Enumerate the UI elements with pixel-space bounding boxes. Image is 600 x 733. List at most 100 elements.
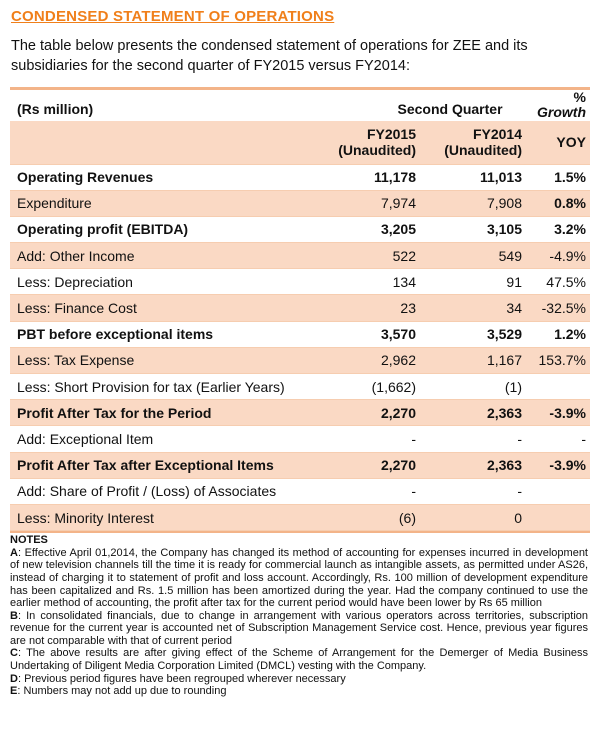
row-label: Profit After Tax after Exceptional Items	[10, 452, 316, 479]
fy2014-year: FY2014	[472, 126, 522, 143]
fy2015-value: 2,270	[316, 399, 422, 427]
fy2015-value: 7,974	[316, 190, 422, 217]
growth-value: -3.9%	[528, 452, 590, 479]
growth-value: 1.5%	[528, 164, 590, 191]
table-row: PBT before exceptional items 3,570 3,529 1.…	[10, 321, 590, 348]
table-row: Less: Short Provision for tax (Earlier Y…	[10, 373, 590, 401]
fy2014-value: (1)	[422, 373, 528, 401]
growth-value	[528, 504, 590, 532]
fy2014-value: 1,167	[422, 347, 528, 375]
header-row-2: FY2015 (Unaudited) FY2014 (Unaudited) YO…	[10, 121, 590, 165]
table-row: Less: Minority Interest (6) 0	[10, 504, 590, 532]
note-key: D	[10, 672, 18, 685]
note-text: : In consolidated financials, due to cha…	[10, 609, 588, 647]
row-label: Less: Finance Cost	[10, 294, 316, 322]
table-row: Operating profit (EBITDA) 3,205 3,105 3.2%	[10, 216, 590, 244]
row-label: Operating profit (EBITDA)	[10, 216, 316, 244]
fy2014-value: 2,363	[422, 399, 528, 427]
growth-value: 1.2%	[528, 321, 590, 348]
row-label: Expenditure	[10, 190, 316, 217]
growth-value	[528, 478, 590, 505]
growth-label: Growth	[537, 104, 586, 120]
table-row: Add: Share of Profit / (Loss) of Associa…	[10, 478, 590, 505]
operations-table: (Rs million) Second Quarter % Growth FY2…	[10, 90, 590, 532]
fy2015-value: 2,962	[316, 347, 422, 375]
table-row: Less: Tax Expense 2,962 1,167 153.7%	[10, 347, 590, 375]
table-bottom-rule	[10, 531, 590, 534]
table-row: Profit After Tax after Exceptional Items…	[10, 452, 590, 479]
table-row: Operating Revenues 11,178 11,013 1.5%	[10, 164, 590, 191]
row-label: Less: Depreciation	[10, 268, 316, 296]
notes-section: NOTES A: Effective April 01,2014, the Co…	[10, 534, 590, 698]
section-title: CONDENSED STATEMENT OF OPERATIONS	[11, 8, 335, 25]
fy2015-value: 2,270	[316, 452, 422, 479]
note-key: C	[10, 647, 18, 660]
row-label: Add: Exceptional Item	[10, 425, 316, 453]
header-row-1: (Rs million) Second Quarter % Growth	[10, 90, 590, 121]
intro-paragraph: The table below presents the condensed s…	[11, 38, 528, 74]
note-text: : Numbers may not add up due to rounding	[17, 685, 227, 698]
table-top-rule	[10, 87, 590, 90]
fy2014-header: FY2014 (Unaudited)	[422, 121, 528, 165]
notes-list: A: Effective April 01,2014, the Company …	[10, 547, 588, 698]
growth-value: 47.5%	[528, 268, 590, 296]
note-key: B	[10, 609, 18, 622]
fy2014-value: 11,013	[422, 164, 528, 191]
row-label: PBT before exceptional items	[10, 321, 316, 348]
table-row: Add: Exceptional Item - - -	[10, 425, 590, 453]
fy2015-value: 23	[316, 294, 422, 322]
period-label: Second Quarter	[397, 101, 503, 117]
note-item: A: Effective April 01,2014, the Company …	[10, 547, 588, 610]
fy2015-header: FY2015 (Unaudited)	[316, 121, 422, 165]
operations-table-container: (Rs million) Second Quarter % Growth FY2…	[10, 87, 590, 534]
table-row: Profit After Tax for the Period 2,270 2,36…	[10, 399, 590, 427]
row-label: Add: Share of Profit / (Loss) of Associa…	[10, 478, 316, 505]
note-item: B: In consolidated financials, due to ch…	[10, 610, 588, 648]
fy2015-status: (Unaudited)	[338, 142, 416, 159]
row-label: Add: Other Income	[10, 242, 316, 270]
growth-value: 153.7%	[528, 347, 590, 375]
fy2015-value: (6)	[316, 504, 422, 532]
table-row: Less: Finance Cost 23 34 -32.5%	[10, 294, 590, 322]
note-key: E	[10, 685, 18, 698]
growth-value: -	[528, 425, 590, 453]
table-row: Add: Other Income 522 549 -4.9%	[10, 242, 590, 270]
fy2014-value: -	[422, 425, 528, 453]
fy2014-value: 0	[422, 504, 528, 532]
fy2014-value: 91	[422, 268, 528, 296]
growth-value: -4.9%	[528, 242, 590, 270]
fy2014-status: (Unaudited)	[444, 142, 522, 159]
fy2015-value: 522	[316, 242, 422, 270]
fy2015-value: 11,178	[316, 164, 422, 191]
fy2014-value: 2,363	[422, 452, 528, 479]
unit-label: (Rs million)	[17, 101, 94, 117]
growth-value: -3.9%	[528, 399, 590, 427]
fy2015-value: -	[316, 478, 422, 505]
fy2015-year: FY2015	[366, 126, 416, 143]
fy2015-value: 134	[316, 268, 422, 296]
yoy-header: YOY	[528, 121, 590, 165]
note-item: C: The above results are after giving ef…	[10, 647, 588, 672]
note-item: D: Previous period figures have been reg…	[10, 673, 588, 686]
note-text: : Effective April 01,2014, the Company h…	[10, 546, 588, 610]
growth-value: 0.8%	[528, 190, 590, 217]
row-label: Operating Revenues	[10, 164, 316, 191]
fy2014-value: -	[422, 478, 528, 505]
growth-header: % Growth	[528, 90, 590, 121]
table-row: Expenditure 7,974 7,908 0.8%	[10, 190, 590, 217]
note-text: : Previous period figures have been regr…	[17, 672, 346, 685]
row-label: Less: Minority Interest	[10, 504, 316, 532]
fy2014-value: 34	[422, 294, 528, 322]
fy2015-value: -	[316, 425, 422, 453]
fy2014-value: 549	[422, 242, 528, 270]
note-item: E: Numbers may not add up due to roundin…	[10, 685, 588, 698]
notes-heading: NOTES	[10, 534, 48, 547]
note-text: : The above results are after giving eff…	[10, 647, 588, 673]
growth-value	[528, 373, 590, 401]
table-row: Less: Depreciation 134 91 47.5%	[10, 268, 590, 296]
header-blank-cell	[10, 121, 316, 165]
fy2015-value: (1,662)	[316, 373, 422, 401]
fy2014-value: 7,908	[422, 190, 528, 217]
fy2015-value: 3,205	[316, 216, 422, 244]
